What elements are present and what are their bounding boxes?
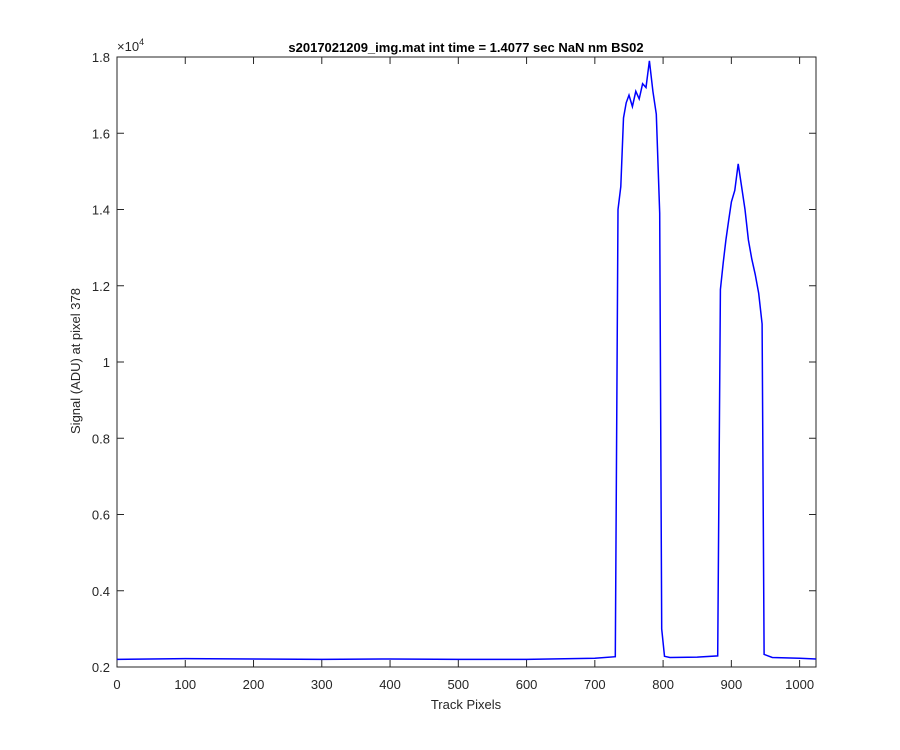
plot-area: 0 100 200 300 400 500 600 700 800 900 1000 0.2 0.4 0.… (92, 50, 817, 692)
y-tick-label: 1.2 (92, 279, 110, 294)
y-tick-label: 1 (103, 355, 110, 370)
y-axis-label: Signal (ADU) at pixel 378 (68, 288, 83, 434)
axes-box (116, 56, 817, 668)
x-tick-label: 300 (311, 677, 333, 692)
y-tick-label: 0.6 (92, 508, 110, 523)
x-tick-label: 800 (652, 677, 674, 692)
y-tick-label: 1.4 (92, 203, 110, 218)
x-axis-label: Track Pixels (431, 697, 502, 712)
x-tick-label: 500 (447, 677, 469, 692)
x-tick-label: 600 (516, 677, 538, 692)
x-tick-label: 0 (113, 677, 120, 692)
x-tick-label: 200 (243, 677, 265, 692)
y-tick-label: 0.2 (92, 660, 110, 675)
x-tick-label: 100 (174, 677, 196, 692)
y-tick-label: 1.6 (92, 126, 110, 141)
x-tick-label: 1000 (785, 677, 814, 692)
y-tick-label: 0.4 (92, 584, 110, 599)
x-tick-label: 700 (584, 677, 606, 692)
x-tick-label: 400 (379, 677, 401, 692)
y-tick-label: 1.8 (92, 50, 110, 65)
series-line (117, 60, 816, 661)
y-tick-label: 0.8 (92, 431, 110, 446)
x-tick-label: 900 (721, 677, 743, 692)
chart-title: s2017021209_img.mat int time = 1.4077 se… (288, 40, 643, 55)
y-exponent-label: ×104 (117, 37, 144, 54)
